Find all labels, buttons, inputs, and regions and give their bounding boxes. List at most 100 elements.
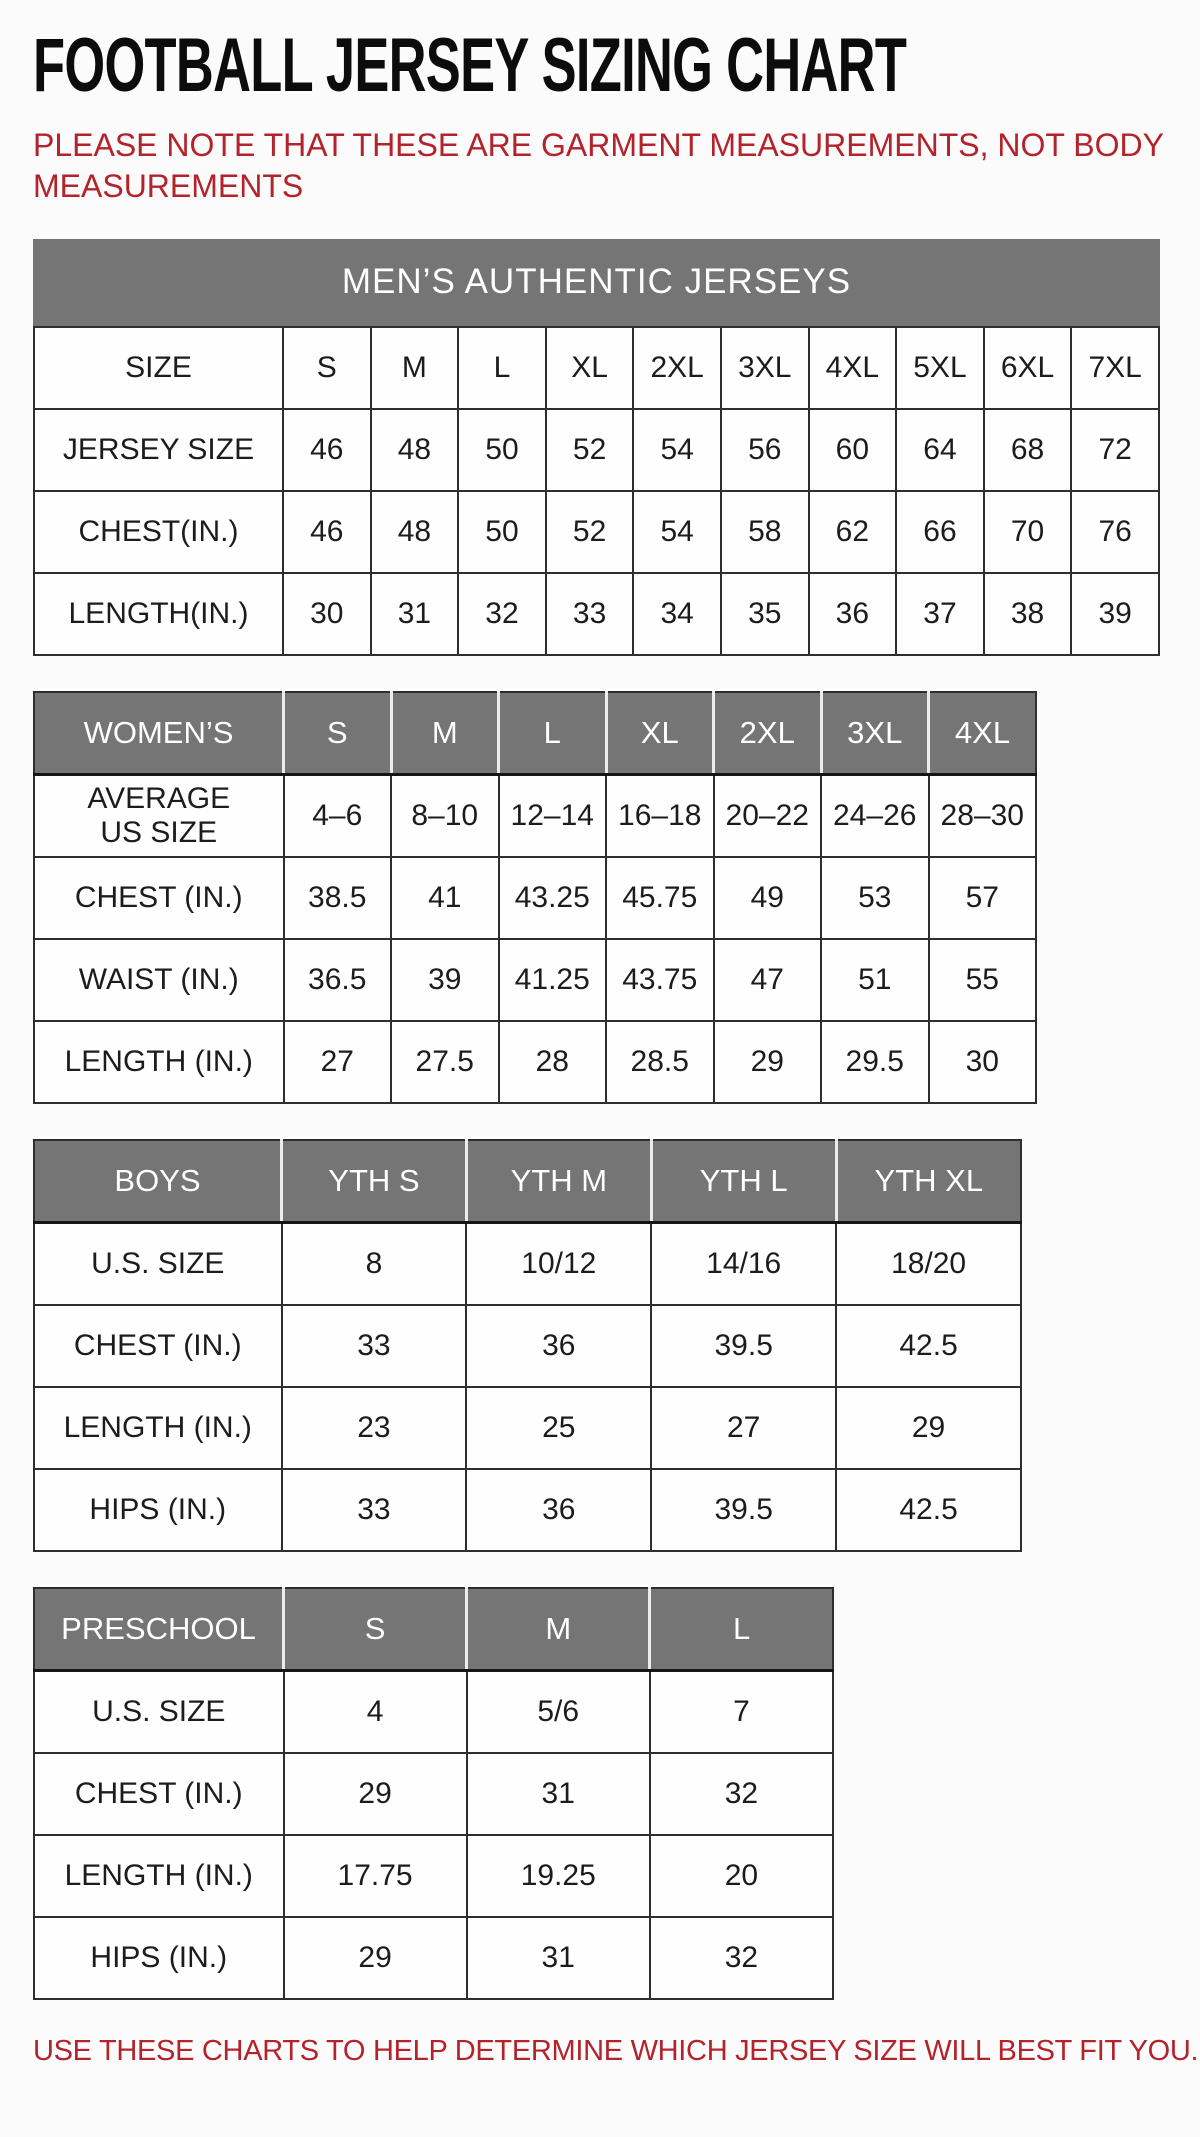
boys-row-label: U.S. SIZE <box>33 1221 283 1306</box>
preschool-row-label: CHEST (IN.) <box>33 1751 285 1836</box>
preschool-data-cell: 32 <box>648 1751 835 1836</box>
preschool-data-cell: 7 <box>648 1669 835 1754</box>
boys-data-cell: 18/20 <box>835 1221 1022 1306</box>
mens-table: MEN’S AUTHENTIC JERSEYS SIZE S M L XL 2XL 3XL 4X… <box>33 238 1170 656</box>
mens-data-cell: 70 <box>982 489 1073 574</box>
mens-row: JERSEY SIZE 46 48 50 52 54 56 60 64 68 72 <box>33 407 1160 492</box>
mens-row-label: JERSEY SIZE <box>33 407 284 492</box>
boys-row: LENGTH (IN.) 23 25 27 29 <box>33 1385 1022 1470</box>
womens-table: WOMEN’S S M L XL 2XL 3XL 4XL AVERAGE US SIZE 4–6 8… <box>33 690 1170 1104</box>
womens-data-cell: 43.25 <box>497 855 607 940</box>
womens-row: WAIST (IN.) 36.5 39 41.25 43.75 47 51 55 <box>33 937 1037 1022</box>
preschool-column-header: L <box>648 1586 835 1672</box>
womens-row-label: LENGTH (IN.) <box>33 1019 285 1104</box>
womens-row-label: AVERAGE US SIZE <box>33 773 285 858</box>
preschool-data-cell: 32 <box>648 1915 835 2000</box>
mens-data-cell: 56 <box>719 407 810 492</box>
mens-data-cell: 72 <box>1070 407 1160 492</box>
boys-data-cell: 36 <box>465 1467 653 1552</box>
boys-section: BOYS YTH S YTH M YTH L YTH XL U.S. SIZE 8 10/12… <box>33 1138 1170 1552</box>
mens-data-cell: 52 <box>544 407 635 492</box>
mens-column-header: 7XL <box>1070 325 1160 410</box>
preschool-section: PRESCHOOL S M L U.S. SIZE 4 5/6 7 CHEST (IN.) 29 3… <box>33 1586 1170 2000</box>
womens-column-header: XL <box>605 690 715 776</box>
womens-row: CHEST (IN.) 38.5 41 43.25 45.75 49 53 57 <box>33 855 1037 940</box>
boys-data-cell: 36 <box>465 1303 653 1388</box>
mens-data-cell: 52 <box>544 489 635 574</box>
mens-data-cell: 35 <box>719 571 810 656</box>
mens-data-cell: 38 <box>982 571 1073 656</box>
mens-banner: MEN’S AUTHENTIC JERSEYS <box>33 238 1160 326</box>
preschool-data-cell: 31 <box>465 1915 651 2000</box>
boys-data-cell: 42.5 <box>835 1303 1022 1388</box>
womens-data-cell: 41 <box>390 855 500 940</box>
womens-data-cell: 29.5 <box>820 1019 930 1104</box>
boys-data-cell: 25 <box>465 1385 653 1470</box>
womens-data-cell: 45.75 <box>605 855 715 940</box>
womens-section: WOMEN’S S M L XL 2XL 3XL 4XL AVERAGE US SIZE 4–6 8… <box>33 690 1170 1104</box>
mens-data-cell: 39 <box>1070 571 1160 656</box>
mens-column-header: XL <box>544 325 635 410</box>
boys-data-cell: 42.5 <box>835 1467 1022 1552</box>
preschool-data-cell: 29 <box>282 1751 468 1836</box>
womens-data-cell: 20–22 <box>712 773 822 858</box>
mens-data-cell: 54 <box>632 407 722 492</box>
womens-data-cell: 28–30 <box>927 773 1037 858</box>
mens-data-cell: 30 <box>282 571 372 656</box>
preschool-header-row: PRESCHOOL S M L <box>33 1586 835 1672</box>
boys-data-cell: 23 <box>280 1385 468 1470</box>
boys-column-header: YTH S <box>280 1138 468 1224</box>
mens-column-header: 2XL <box>632 325 722 410</box>
mens-column-header: 6XL <box>982 325 1073 410</box>
mens-header-label: SIZE <box>33 325 284 410</box>
womens-data-cell: 24–26 <box>820 773 930 858</box>
womens-data-cell: 41.25 <box>497 937 607 1022</box>
mens-data-cell: 66 <box>895 489 985 574</box>
preschool-data-cell: 4 <box>282 1669 468 1754</box>
mens-data-cell: 36 <box>807 571 898 656</box>
preschool-row-label: HIPS (IN.) <box>33 1915 285 2000</box>
mens-data-cell: 76 <box>1070 489 1160 574</box>
mens-row: LENGTH(IN.) 30 31 32 33 34 35 36 37 38 39 <box>33 571 1160 656</box>
womens-data-cell: 47 <box>712 937 822 1022</box>
mens-row-label: CHEST(IN.) <box>33 489 284 574</box>
boys-data-cell: 8 <box>280 1221 468 1306</box>
mens-data-cell: 48 <box>369 489 460 574</box>
womens-column-header: M <box>390 690 500 776</box>
womens-header-label: WOMEN’S <box>33 690 285 776</box>
mens-data-cell: 54 <box>632 489 722 574</box>
boys-grid: BOYS YTH S YTH M YTH L YTH XL U.S. SIZE 8 10/12… <box>33 1138 1022 1552</box>
womens-data-cell: 55 <box>927 937 1037 1022</box>
mens-authentic-jerseys-section: MEN’S AUTHENTIC JERSEYS SIZE S M L XL 2XL 3XL 4X… <box>33 238 1170 656</box>
preschool-grid: PRESCHOOL S M L U.S. SIZE 4 5/6 7 CHEST (IN.) 29 3… <box>33 1586 835 2000</box>
boys-data-cell: 29 <box>835 1385 1022 1470</box>
preschool-row: HIPS (IN.) 29 31 32 <box>33 1915 835 2000</box>
boys-data-cell: 33 <box>280 1303 468 1388</box>
womens-data-cell: 39 <box>390 937 500 1022</box>
boys-column-header: YTH M <box>465 1138 653 1224</box>
womens-grid: WOMEN’S S M L XL 2XL 3XL 4XL AVERAGE US SIZE 4–6 8… <box>33 690 1037 1104</box>
womens-data-cell: 57 <box>927 855 1037 940</box>
womens-row-label: WAIST (IN.) <box>33 937 285 1022</box>
womens-column-header: S <box>282 690 393 776</box>
preschool-column-header: M <box>465 1586 652 1672</box>
preschool-header-label: PRESCHOOL <box>33 1586 285 1672</box>
boys-data-cell: 33 <box>280 1467 468 1552</box>
womens-column-header: 3XL <box>820 690 930 776</box>
womens-data-cell: 30 <box>927 1019 1037 1104</box>
preschool-row: U.S. SIZE 4 5/6 7 <box>33 1669 835 1754</box>
mens-column-header: 3XL <box>719 325 810 410</box>
preschool-data-cell: 5/6 <box>465 1669 651 1754</box>
mens-data-cell: 34 <box>632 571 722 656</box>
womens-data-cell: 38.5 <box>282 855 392 940</box>
womens-column-header: 2XL <box>712 690 823 776</box>
womens-data-cell: 8–10 <box>390 773 500 858</box>
womens-data-cell: 28 <box>497 1019 607 1104</box>
boys-data-cell: 14/16 <box>650 1221 838 1306</box>
page-title: FOOTBALL JERSEY SIZING CHART <box>33 23 907 108</box>
mens-data-cell: 32 <box>457 571 547 656</box>
boys-row-label: LENGTH (IN.) <box>33 1385 283 1470</box>
boys-table: BOYS YTH S YTH M YTH L YTH XL U.S. SIZE 8 10/12… <box>33 1138 1170 1552</box>
womens-data-cell: 36.5 <box>282 937 392 1022</box>
mens-data-cell: 50 <box>457 489 547 574</box>
